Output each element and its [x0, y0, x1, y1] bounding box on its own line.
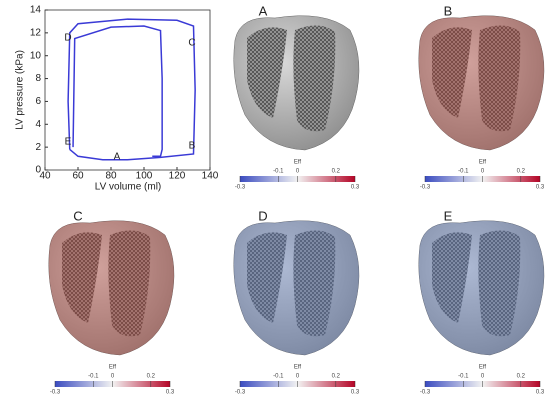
colorbar-tick-label: 0.2 [332, 169, 341, 175]
colorbar-tick-label: 0.2 [147, 374, 156, 380]
colorbar-tick-label: -0.1 [458, 374, 469, 380]
colorbar-tick-label: -0.3 [420, 185, 431, 191]
colorbar-title: Eff [479, 160, 487, 166]
x-tick-label: 40 [39, 171, 51, 182]
colorbar-tick-label: -0.3 [420, 390, 431, 396]
colorbar-title: Eff [479, 365, 487, 371]
y-tick-label: 14 [30, 5, 42, 16]
y-tick-label: 6 [35, 96, 41, 107]
y-tick-label: 2 [35, 142, 41, 153]
colorbar-tick-label: -0.1 [88, 374, 99, 380]
colorbar-tick-label: 0.3 [351, 390, 360, 396]
point-label: D [64, 33, 71, 44]
colorbar-tick-label: 0.3 [351, 185, 360, 191]
panel: E Eff -0.3 -0.1 0 0.2 0.3 [419, 208, 545, 395]
colorbar-tick-label: -0.1 [273, 169, 284, 175]
colorbar-tick-label: 0.2 [332, 374, 341, 380]
colorbar-tick-label: -0.3 [50, 390, 61, 396]
point-label: C [188, 38, 195, 49]
panel: B Eff -0.3 -0.1 0 0.2 0.3 [419, 3, 545, 190]
y-tick-label: 12 [30, 27, 42, 38]
x-tick-label: 100 [136, 171, 153, 182]
colorbar-tick-label: -0.1 [458, 169, 469, 175]
colorbar-tick-label: 0.2 [517, 169, 526, 175]
panel: C Eff -0.3 -0.1 0 0.2 0.3 [49, 208, 175, 395]
point-label: A [114, 152, 121, 163]
colorbar-tick-label: 0 [481, 169, 485, 175]
colorbar-tick-label: 0.3 [166, 390, 175, 396]
figure: LV pressure (kPa) LV volume (ml) 4060801… [0, 0, 547, 404]
x-axis-label: LV volume (ml) [95, 182, 162, 193]
point-label: B [189, 141, 196, 152]
panel-label: D [258, 208, 267, 223]
colorbar-tick-label: -0.3 [235, 390, 246, 396]
colorbar-tick-label: 0 [481, 374, 485, 380]
panel-label: A [259, 3, 268, 18]
y-tick-label: 8 [35, 73, 41, 84]
point-label: E [65, 137, 72, 148]
x-tick-label: 120 [169, 171, 186, 182]
x-tick-label: 80 [105, 171, 117, 182]
colorbar-tick-label: 0.3 [536, 185, 545, 191]
colorbar-title: Eff [109, 365, 117, 371]
panel: A Eff -0.3 -0.1 0 0.2 0.3 [234, 3, 360, 190]
colorbar-tick-label: 0 [111, 374, 115, 380]
colorbar-tick-label: -0.3 [235, 185, 246, 191]
y-tick-label: 10 [30, 50, 42, 61]
colorbar-tick-label: 0 [296, 374, 300, 380]
y-tick-label: 0 [35, 165, 41, 176]
panel: D Eff -0.3 -0.1 0 0.2 0.3 [234, 208, 360, 395]
y-axis-label: LV pressure (kPa) [15, 50, 26, 130]
pv-loop [68, 19, 195, 160]
panel-label: B [444, 3, 453, 18]
colorbar-tick-label: 0 [296, 169, 300, 175]
colorbar-tick-label: 0.3 [536, 390, 545, 396]
panel-label: C [73, 208, 82, 223]
x-tick-label: 60 [72, 171, 84, 182]
x-tick-label: 140 [202, 171, 219, 182]
colorbar-title: Eff [294, 365, 302, 371]
panel-label: E [444, 208, 453, 223]
y-tick-label: 4 [35, 119, 41, 130]
pv-loop [73, 26, 162, 156]
colorbar-tick-label: 0.2 [517, 374, 526, 380]
colorbar-title: Eff [294, 160, 302, 166]
colorbar-tick-label: -0.1 [273, 374, 284, 380]
